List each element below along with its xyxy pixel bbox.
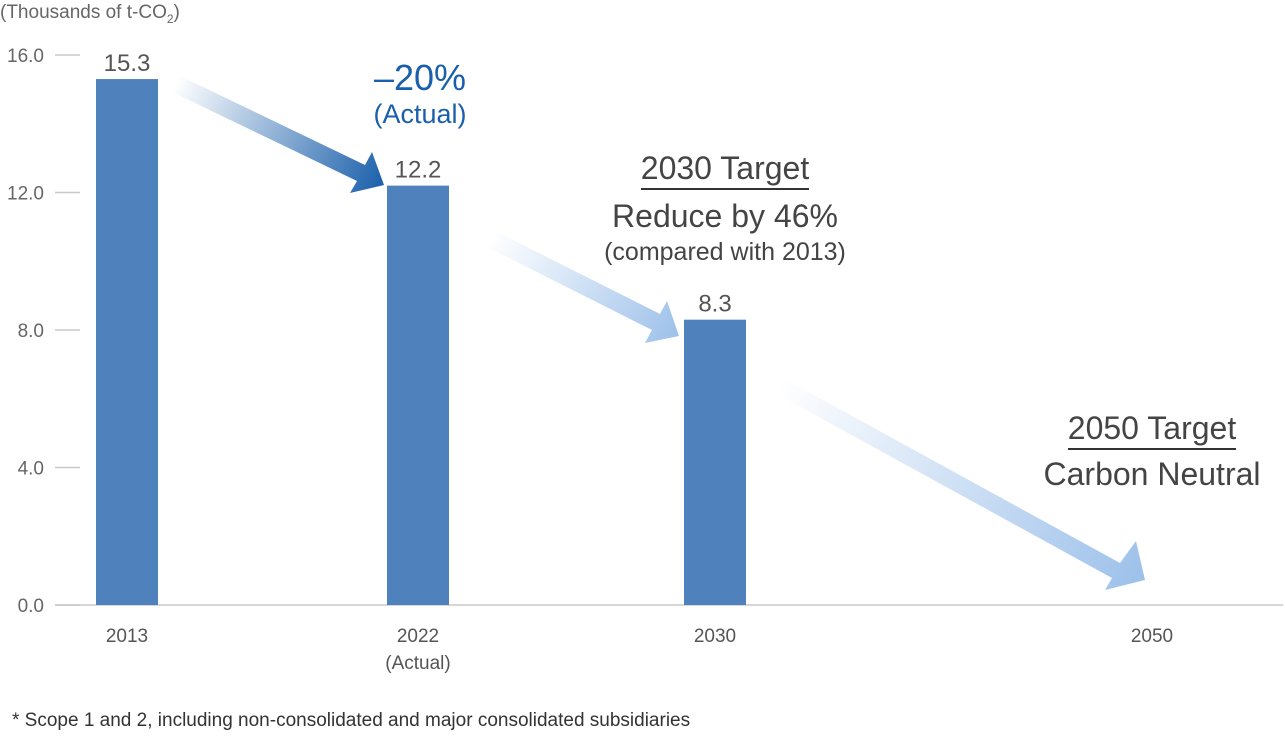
bar — [387, 185, 449, 605]
trend-arrow-2013-2022 — [168, 74, 384, 193]
y-tick-label: 4.0 — [18, 459, 44, 480]
footnote: * Scope 1 and 2, including non-consolida… — [12, 710, 691, 731]
target-2050-title: 2050 Target — [1067, 410, 1237, 450]
bar — [96, 79, 158, 605]
actual-reduction-value: –20% — [373, 57, 467, 98]
y-tick-label: 16.0 — [7, 46, 44, 67]
y-tick-label: 0.0 — [18, 596, 44, 617]
target-2050-callout: 2050 Target Carbon Neutral — [1020, 410, 1284, 494]
actual-reduction-callout: –20% (Actual) — [330, 58, 510, 130]
target-2030-callout: 2030 Target Reduce by 46% (compared with… — [560, 150, 890, 268]
y-tick-label: 12.0 — [7, 184, 44, 205]
x-tick-label: 2013 — [106, 626, 148, 647]
target-2030-title: 2030 Target — [640, 150, 810, 190]
data-label: 15.3 — [104, 50, 151, 77]
trend-arrow-2022-2030 — [489, 232, 679, 343]
x-tick-label: 2050 — [1131, 626, 1173, 647]
unit-label: (Thousands of t-CO2) — [0, 2, 180, 26]
bar — [684, 319, 746, 605]
y-tick-label: 8.0 — [18, 321, 44, 342]
data-label: 8.3 — [698, 291, 731, 318]
trend-arrow-2030-2050 — [775, 378, 1145, 590]
target-2030-line2: (compared with 2013) — [604, 238, 846, 266]
target-2030-line1: Reduce by 46% — [612, 198, 838, 234]
actual-reduction-note: (Actual) — [373, 99, 467, 129]
target-2050-line1: Carbon Neutral — [1043, 456, 1261, 492]
x-tick-sublabel: (Actual) — [385, 653, 450, 674]
x-tick-label: 2030 — [694, 626, 736, 647]
x-tick-label: 2022 — [397, 626, 439, 647]
data-label: 12.2 — [395, 157, 442, 184]
